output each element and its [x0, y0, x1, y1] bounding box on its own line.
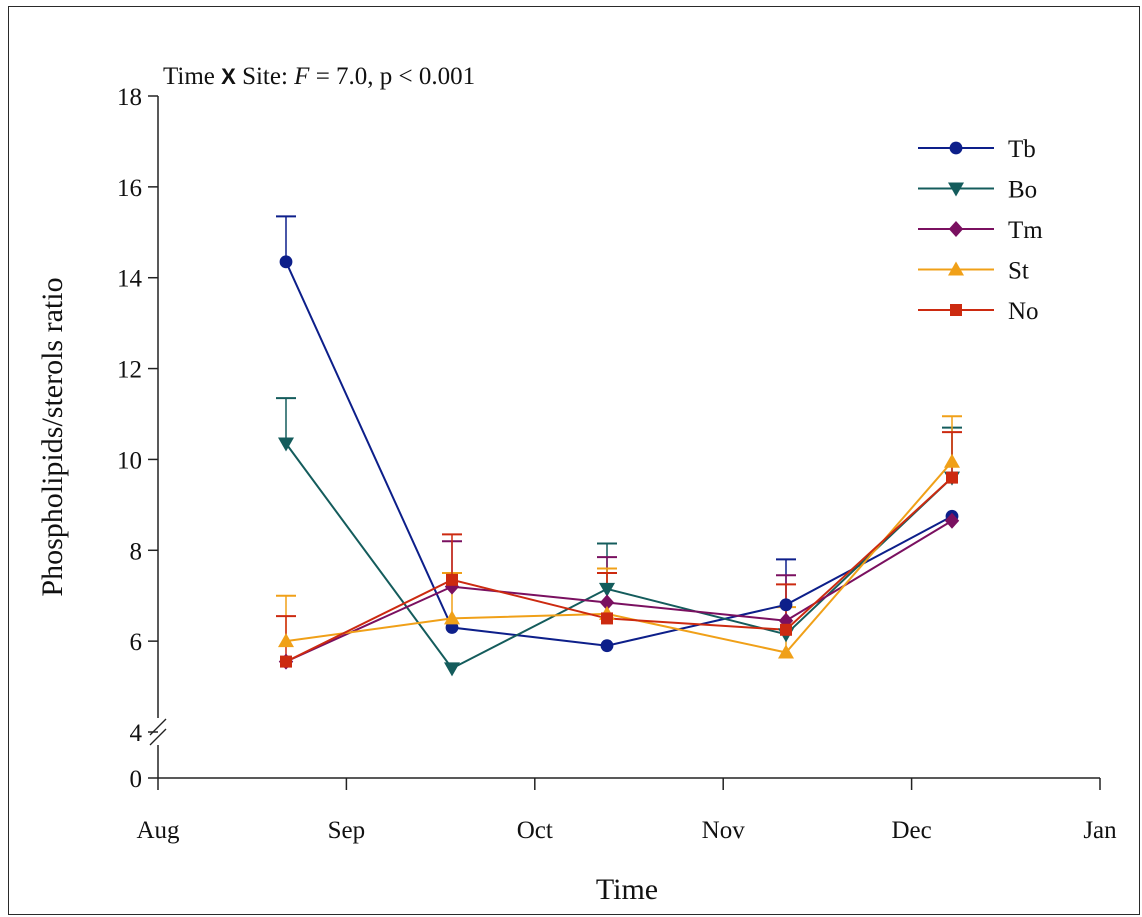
x-tick-label: Nov	[702, 817, 746, 844]
point-circle	[949, 141, 963, 155]
y-tick-label: 6	[130, 629, 143, 656]
y-tick-label: 0	[130, 766, 143, 793]
y-tick-label: 18	[117, 84, 142, 111]
x-tick-label: Dec	[891, 817, 931, 844]
point-square	[946, 471, 958, 484]
point-triangle-up	[444, 610, 460, 625]
legend-label-st: St	[1008, 258, 1029, 285]
y-tick-label: 10	[117, 447, 142, 474]
point-circle	[600, 639, 614, 653]
y-tick-label: 16	[117, 175, 142, 202]
point-square	[601, 612, 613, 625]
legend-label-no: No	[1008, 298, 1039, 325]
legend-label-bo: Bo	[1008, 177, 1037, 204]
times-symbol: X	[221, 64, 236, 89]
legend-label-tb: Tb	[1008, 136, 1036, 163]
error-bars	[276, 215, 962, 662]
point-circle	[779, 598, 793, 612]
point-square	[780, 623, 792, 636]
y-tick-label: 14	[117, 266, 143, 293]
point-circle	[279, 255, 293, 269]
point-triangle-down	[278, 437, 294, 452]
series-lines	[285, 261, 953, 670]
point-square	[446, 573, 458, 586]
point-square	[280, 655, 292, 668]
series-line-bo	[285, 442, 953, 670]
y-tick-label: 8	[130, 538, 143, 565]
point-triangle-down	[948, 182, 964, 197]
point-triangle-down	[599, 582, 615, 597]
legend: Tb Bo Tm St No	[918, 136, 1043, 325]
y-axis-label: Phospholipids/sterols ratio	[36, 277, 69, 596]
point-triangle-up	[278, 633, 294, 648]
x-axis-label: Time	[596, 873, 658, 906]
point-square	[950, 304, 962, 316]
x-tick-label: Jan	[1083, 817, 1117, 844]
series-line-st	[285, 461, 953, 654]
series-line-tb	[285, 261, 953, 647]
axis-break-mark	[149, 728, 167, 746]
point-triangle-up	[948, 261, 964, 276]
x-tick-label: Sep	[328, 817, 366, 844]
series-markers	[278, 255, 960, 677]
axes: 0 4 6 8 10 12 14 16 18 Aug Sep Oct Nov Dec Jan	[117, 84, 1117, 844]
stats-annotation: Time X Site: F = 7.0, p < 0.001	[163, 63, 475, 90]
x-tick-label: Aug	[136, 817, 180, 844]
point-diamond	[944, 512, 960, 529]
point-diamond	[948, 221, 964, 237]
series-line-no	[285, 476, 953, 663]
y-tick-label: 12	[117, 357, 142, 384]
point-diamond	[599, 594, 615, 611]
point-triangle-up	[778, 644, 794, 659]
legend-label-tm: Tm	[1008, 217, 1043, 244]
point-triangle-up	[944, 453, 960, 468]
point-triangle-down	[444, 662, 460, 677]
y-tick-label: 4	[130, 720, 143, 747]
x-tick-label: Oct	[517, 817, 553, 844]
